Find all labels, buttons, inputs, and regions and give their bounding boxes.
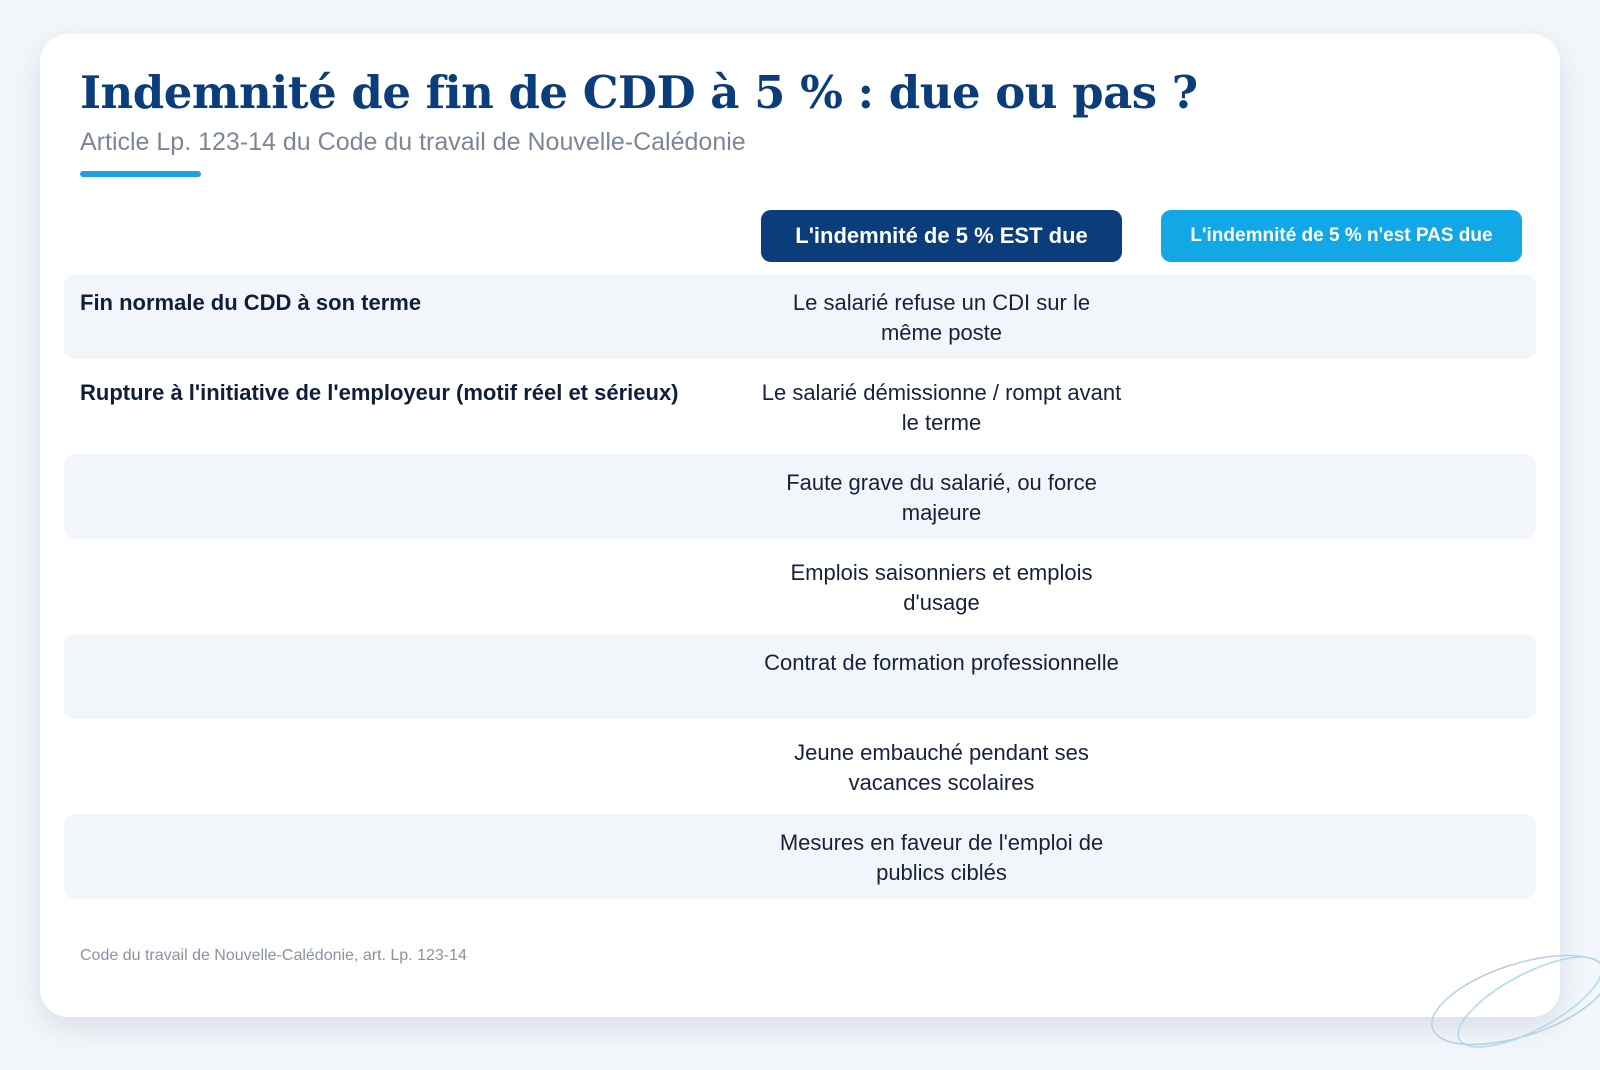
table-row: Faute grave du salarié, ou force majeure (64, 454, 1536, 539)
column-header-not-due: L'indemnité de 5 % n'est PAS due (1161, 210, 1522, 262)
table-row: Jeune embauché pendant ses vacances scol… (64, 724, 1536, 809)
row-cell: Mesures en faveur de l'emploi de publics… (779, 830, 1104, 885)
decorative-ellipses (1431, 954, 1600, 1048)
column-header-due: L'indemnité de 5 % EST due (761, 210, 1122, 262)
comparison-table: Fin normale du CDD à son terme Le salari… (64, 274, 1536, 904)
page-title: Indemnité de fin de CDD à 5 % : due ou p… (80, 66, 1198, 119)
source-footnote: Code du travail de Nouvelle-Calédonie, a… (80, 947, 467, 964)
table-row: Rupture à l'initiative de l'employeur (m… (64, 364, 1536, 449)
content-card: Indemnité de fin de CDD à 5 % : due ou p… (40, 34, 1560, 1017)
title-accent-bar (80, 171, 201, 177)
row-cell: Emplois saisonniers et emplois d'usage (790, 560, 1093, 615)
table-row: Fin normale du CDD à son terme Le salari… (64, 274, 1536, 359)
row-cell: Faute grave du salarié, ou force majeure (786, 470, 1097, 525)
table-row: Emplois saisonniers et emplois d'usage (64, 544, 1536, 629)
row-label: Fin normale du CDD à son terme (80, 290, 422, 315)
table-row: Contrat de formation professionnelle (64, 634, 1536, 719)
row-label: Rupture à l'initiative de l'employeur (m… (80, 380, 679, 405)
row-cell: Jeune embauché pendant ses vacances scol… (794, 740, 1089, 795)
row-cell: Le salarié démissionne / rompt avant le … (761, 380, 1122, 435)
row-cell: Le salarié refuse un CDI sur le même pos… (792, 290, 1091, 345)
table-row: Mesures en faveur de l'emploi de publics… (64, 814, 1536, 899)
row-cell: Contrat de formation professionnelle (764, 650, 1119, 675)
page-subtitle: Article Lp. 123-14 du Code du travail de… (80, 128, 746, 156)
